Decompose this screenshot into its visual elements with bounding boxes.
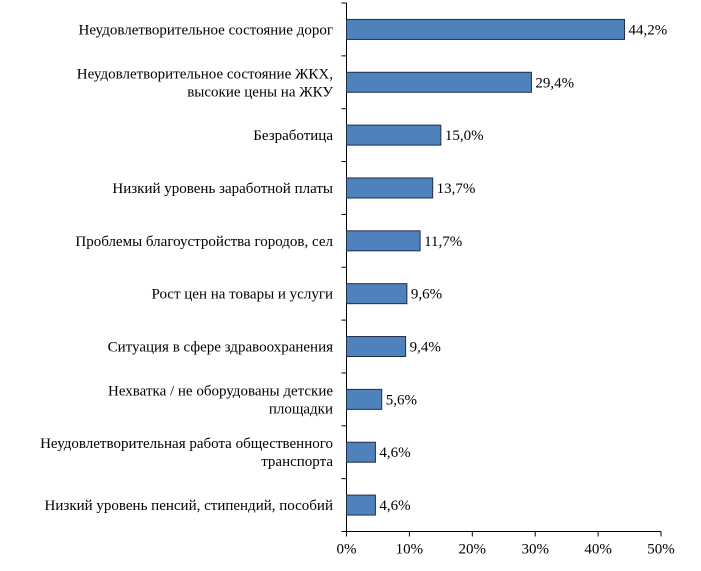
- x-tick-label: 0%: [337, 542, 357, 558]
- category-label: Неудовлетворительное состояние ЖКХ, высок…: [77, 66, 334, 100]
- data-label: 4,6%: [379, 498, 410, 514]
- category-label: Нехватка / не оборудованы детские площадк…: [108, 383, 333, 417]
- bar: [346, 494, 376, 516]
- data-label: 4,6%: [379, 445, 410, 461]
- bar: [346, 230, 421, 252]
- x-tick-label: 10%: [396, 542, 424, 558]
- category-label-line: высокие цены на ЖКУ: [187, 84, 333, 100]
- category-label-line: Неудовлетворительное состояние дорог: [79, 22, 333, 38]
- data-label: 9,4%: [410, 340, 441, 356]
- category-label: Низкий уровень пенсий, стипендий, пособи…: [45, 498, 333, 514]
- labels: 0% 10% 20% 30% 40% 50% 44,2% Неудовлетворительн…: [40, 22, 675, 557]
- bars: [346, 18, 626, 516]
- category-label-line: площадки: [269, 401, 333, 417]
- bar: [346, 388, 383, 410]
- category-label: Низкий уровень заработной платы: [112, 181, 333, 197]
- category-label-line: Неудовлетворительная работа общественног…: [40, 436, 333, 452]
- category-label: Ситуация в сфере здравоохранения: [108, 340, 333, 356]
- data-label: 15,0%: [445, 128, 484, 144]
- category-label: Неудовлетворительное состояние дорог: [79, 22, 333, 38]
- bar: [346, 441, 376, 463]
- data-label: 13,7%: [437, 181, 476, 197]
- bar: [346, 177, 434, 199]
- bar: [346, 124, 442, 146]
- bar: [346, 283, 408, 305]
- category-label-line: Низкий уровень пенсий, стипендий, пособи…: [45, 498, 333, 514]
- category-label: Безработица: [253, 128, 333, 144]
- category-label: Рост цен на товары и услуги: [151, 287, 333, 303]
- category-label-line: Рост цен на товары и услуги: [151, 287, 333, 303]
- data-label: 44,2%: [629, 22, 668, 38]
- category-label-line: Неудовлетворительное состояние ЖКХ,: [77, 66, 333, 82]
- category-label-line: Безработица: [253, 128, 333, 144]
- category-label-line: Низкий уровень заработной платы: [112, 181, 333, 197]
- data-label: 9,6%: [411, 287, 442, 303]
- x-tick-label: 20%: [459, 542, 487, 558]
- category-label-line: Проблемы благоустройства городов, сел: [75, 234, 333, 250]
- category-label-line: Нехватка / не оборудованы детские: [108, 383, 333, 399]
- category-label: Неудовлетворительная работа общественног…: [40, 436, 333, 470]
- category-label-line: Ситуация в сфере здравоохранения: [108, 340, 333, 356]
- category-label: Проблемы благоустройства городов, сел: [75, 234, 333, 250]
- data-label: 11,7%: [424, 234, 462, 250]
- x-tick-label: 30%: [521, 542, 549, 558]
- bar: [346, 18, 626, 40]
- bar: [346, 71, 532, 93]
- x-tick-label: 50%: [647, 542, 675, 558]
- data-label: 29,4%: [535, 75, 574, 91]
- data-label: 5,6%: [386, 392, 417, 408]
- bar: [346, 336, 407, 358]
- x-tick-label: 40%: [584, 542, 612, 558]
- category-label-line: транспорта: [261, 454, 333, 470]
